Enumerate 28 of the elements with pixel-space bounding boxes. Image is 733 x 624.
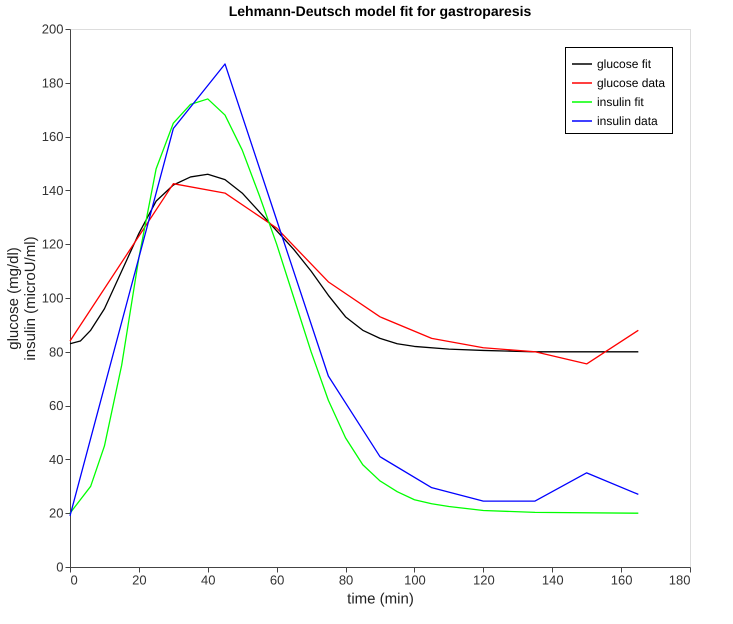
y-tick-label: 160 bbox=[42, 129, 64, 144]
x-tick-label: 40 bbox=[201, 572, 216, 588]
y-tick-label: 140 bbox=[42, 182, 64, 198]
y-axis-title: glucose (mg/dl) insulin (microU/ml) bbox=[4, 236, 39, 361]
x-tick-label: 0 bbox=[70, 572, 78, 588]
legend-label: glucose data bbox=[597, 76, 666, 90]
y-tick-label: 20 bbox=[49, 506, 64, 521]
x-tick-label: 100 bbox=[404, 572, 426, 588]
legend-label: glucose fit bbox=[597, 57, 652, 71]
x-tick-label: 20 bbox=[132, 572, 147, 588]
legend-label: insulin fit bbox=[597, 95, 644, 109]
x-tick-label: 140 bbox=[542, 572, 564, 588]
chart-title: Lehmann-Deutsch model fit for gastroparesis bbox=[228, 3, 532, 19]
legend-label: insulin data bbox=[597, 114, 658, 128]
y-tick-label: 0 bbox=[56, 560, 64, 574]
x-tick-label: 180 bbox=[668, 572, 690, 588]
x-tick-label: 160 bbox=[610, 572, 632, 588]
x-tick-label: 120 bbox=[472, 572, 495, 588]
x-axis-title: time (min) bbox=[347, 590, 414, 608]
y-tick-label: 120 bbox=[42, 236, 64, 252]
y-tick-label: 200 bbox=[42, 22, 64, 36]
y-tick-label: 180 bbox=[42, 75, 64, 90]
x-tick-label: 60 bbox=[270, 572, 284, 588]
y-tick-label: 60 bbox=[49, 398, 64, 414]
y-tick-label: 100 bbox=[42, 290, 64, 306]
x-tick-label: 80 bbox=[338, 572, 354, 588]
y-tick-label: 80 bbox=[49, 344, 64, 360]
y-tick-label: 40 bbox=[49, 452, 64, 467]
